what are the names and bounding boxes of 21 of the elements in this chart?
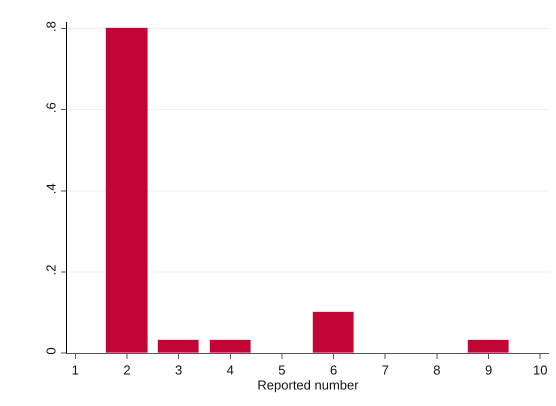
x-tick-label: 5 [278,362,286,378]
x-tick-label: 1 [72,362,79,378]
y-tick-label: 0 [44,347,59,355]
x-tick-label: 6 [330,362,338,378]
y-tick-label: .4 [44,183,59,194]
bar [157,339,199,353]
bar [312,311,354,353]
bar [209,339,251,353]
x-tick-label: 9 [484,362,492,378]
x-tick-label: 4 [226,362,234,378]
x-tick-label: 10 [532,362,548,378]
x-axis-title: Reported number [257,378,360,393]
x-tick-label: 8 [433,362,441,378]
y-tick-label: .6 [44,102,59,114]
x-tick-label: 2 [123,362,131,378]
x-tick-label: 3 [174,362,182,378]
x-tick-label: 7 [382,362,389,378]
y-tick-label: .2 [44,264,59,276]
bar [467,339,509,353]
y-tick-label: .8 [44,21,59,32]
bar [105,27,148,353]
